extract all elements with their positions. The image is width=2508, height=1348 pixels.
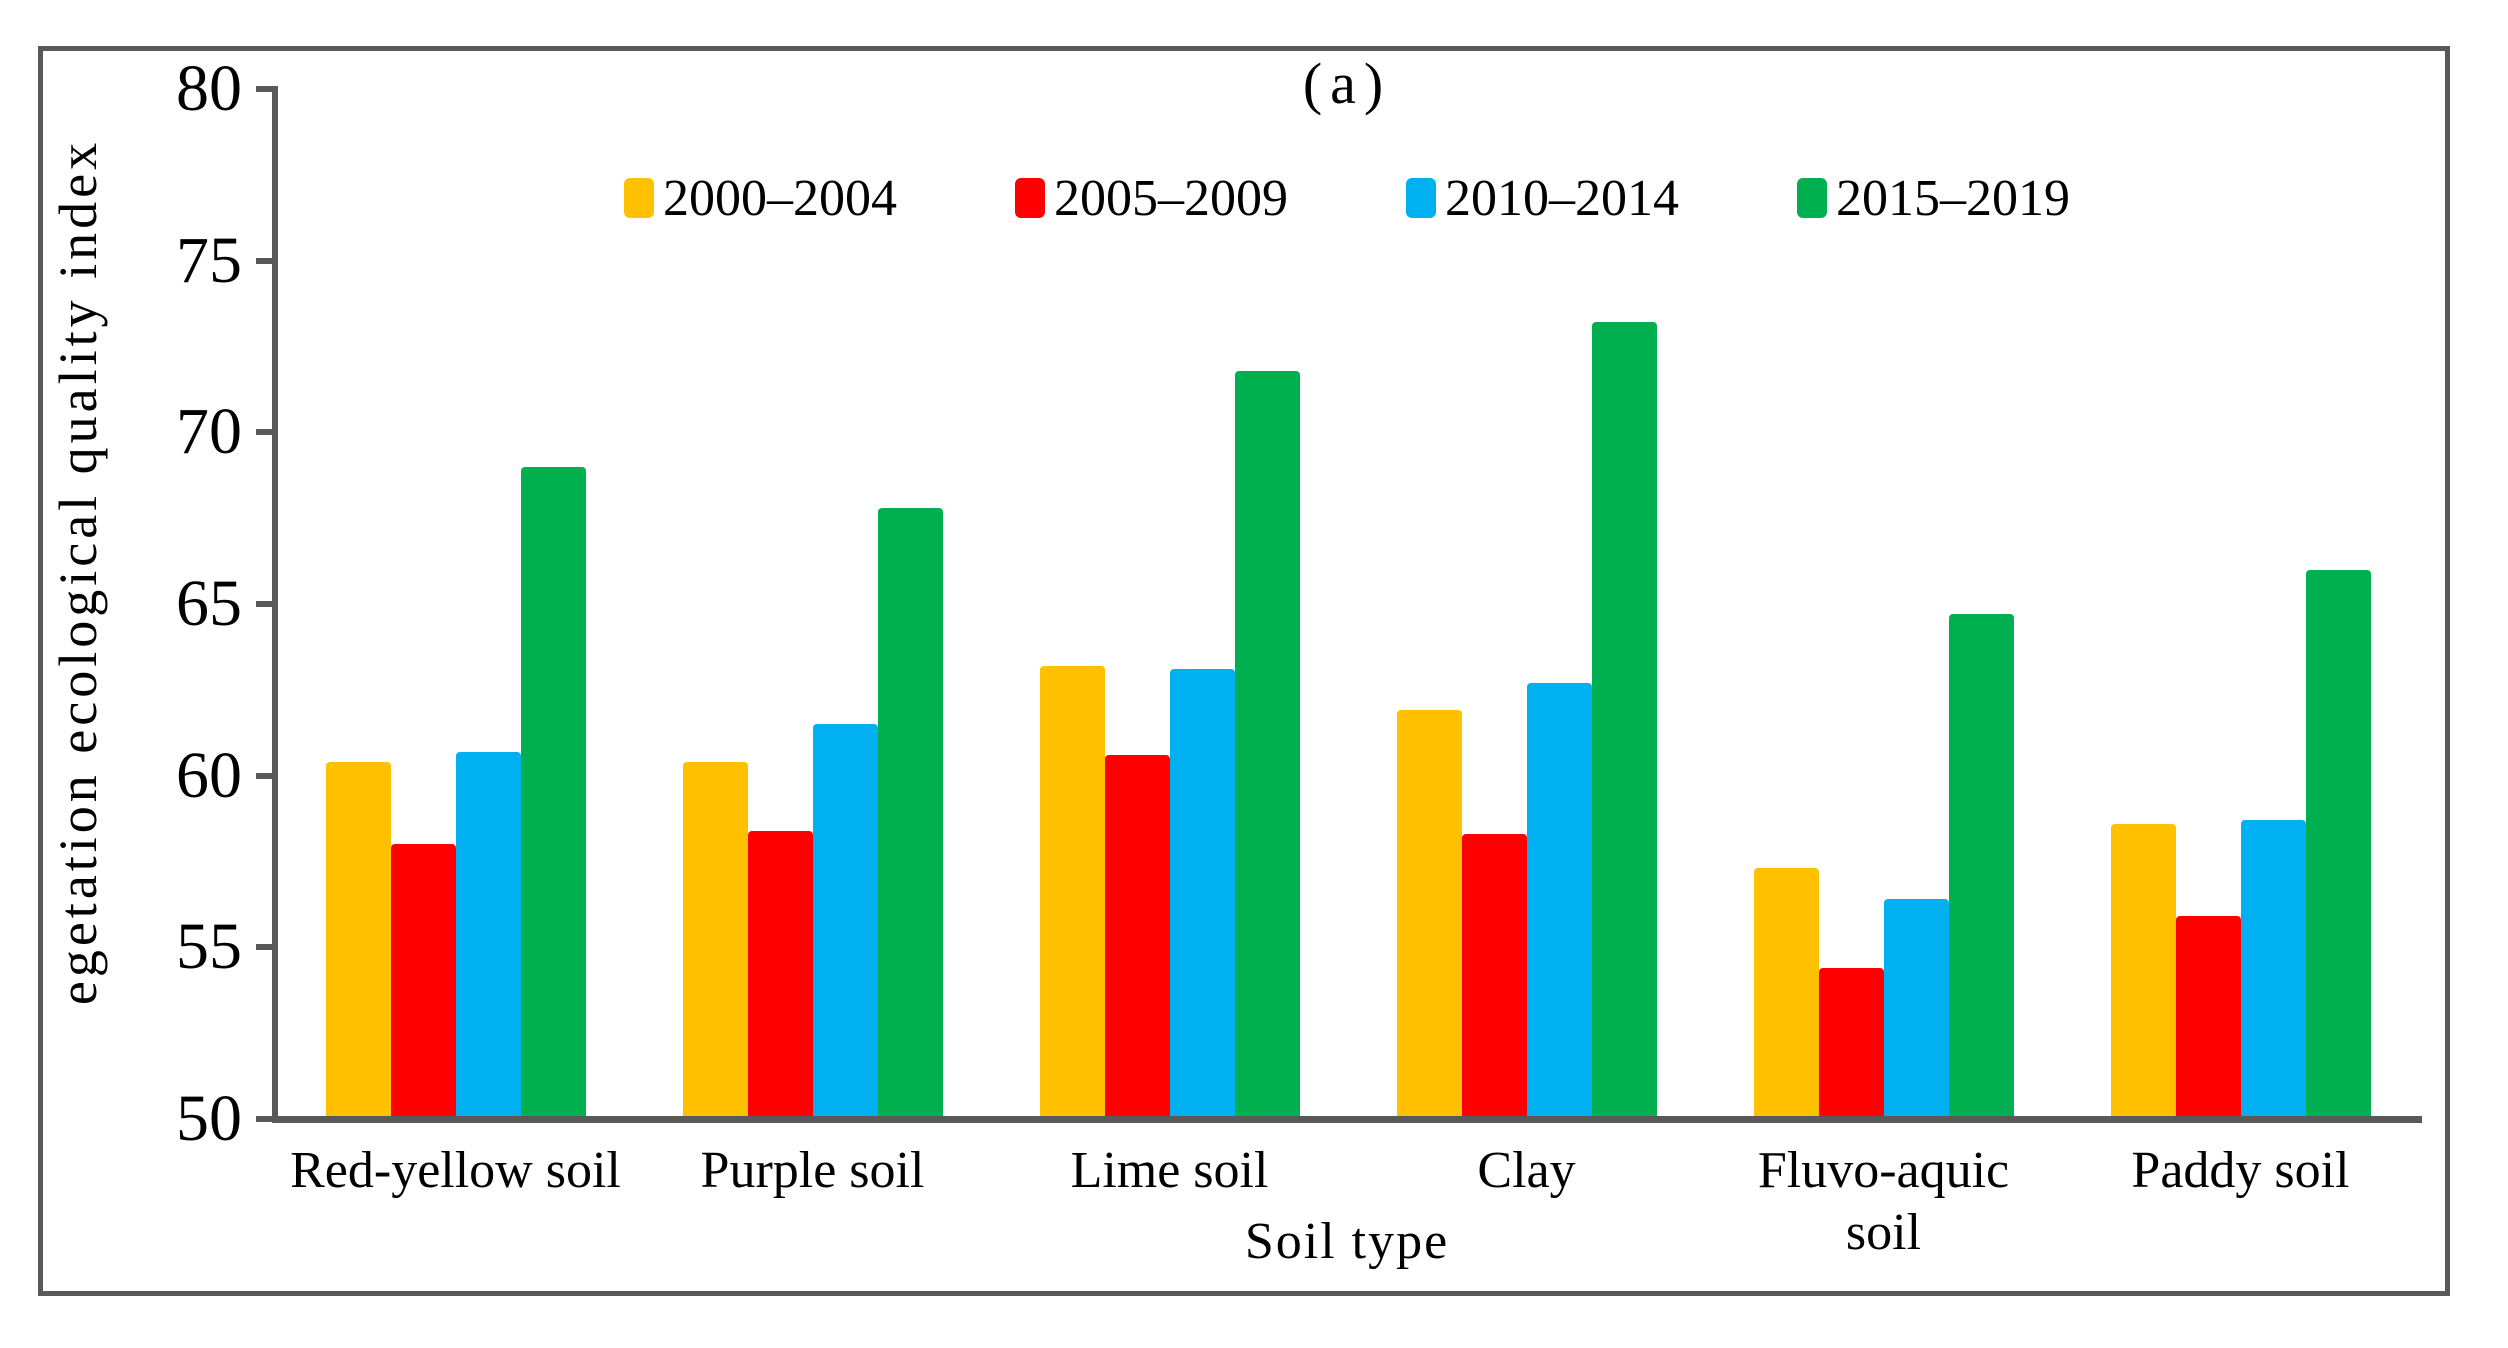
y-tick-mark (256, 86, 277, 92)
y-tick-label: 55 (176, 910, 242, 984)
bar (1105, 755, 1170, 1119)
bar (683, 762, 748, 1119)
legend-label: 2015–2019 (1836, 169, 2070, 227)
x-axis-line (272, 1116, 2422, 1123)
category-label: Red-yellow soil (277, 1140, 634, 1202)
category-label-line: Clay (1477, 1142, 1576, 1199)
bar (456, 752, 521, 1119)
y-tick-mark (256, 772, 277, 779)
legend: 2000–2004 2005–2009 2010–2014 2015–2019 (277, 166, 2417, 230)
panel-title: (a) (1302, 51, 1392, 116)
legend-label: 2010–2014 (1445, 169, 1679, 227)
bar (1949, 614, 2014, 1119)
figure-border (38, 46, 2450, 1296)
bar (1819, 968, 1884, 1119)
y-tick-label: 70 (176, 395, 242, 469)
category-label: Clay (1348, 1140, 1705, 1202)
y-tick-label: 50 (176, 1082, 242, 1155)
bar (1527, 683, 1592, 1119)
bar (521, 467, 586, 1119)
category-label: Fluvo-aquic soil (1705, 1140, 2062, 1264)
bar (391, 844, 456, 1119)
bar (748, 831, 813, 1119)
legend-item: 2000–2004 (624, 169, 897, 228)
x-axis-title: Soil type (1244, 1213, 1450, 1270)
category-label-line: Purple soil (700, 1142, 925, 1199)
bar (2176, 916, 2241, 1119)
category-label: Lime soil (991, 1140, 1348, 1202)
legend-item: 2005–2009 (1015, 169, 1288, 228)
y-tick-label: 65 (176, 567, 242, 640)
y-tick-mark (256, 1116, 277, 1122)
category-label-line: Paddy soil (2131, 1142, 2350, 1199)
y-tick-label: 75 (176, 223, 242, 297)
bar (1592, 322, 1657, 1119)
bar (878, 508, 943, 1119)
legend-swatch (624, 178, 654, 218)
y-tick-label: 60 (176, 738, 242, 812)
y-tick-mark (256, 429, 277, 436)
bar (813, 724, 878, 1119)
category-label-line: Red-yellow soil (290, 1142, 621, 1199)
category-label: Purple soil (634, 1140, 991, 1202)
legend-swatch (1797, 178, 1827, 218)
category-label-line: Fluvo-aquic (1757, 1142, 2010, 1199)
legend-label: 2000–2004 (663, 169, 897, 227)
legend-item: 2015–2019 (1797, 169, 2070, 228)
bar (2306, 570, 2371, 1119)
y-tick-mark (256, 601, 277, 607)
bar (1754, 868, 1819, 1119)
y-tick-label: 80 (176, 52, 242, 125)
bar (1462, 834, 1527, 1119)
category-label-line: Lime soil (1070, 1142, 1269, 1199)
legend-label: 2005–2009 (1054, 169, 1288, 227)
bar (1040, 666, 1105, 1119)
category-label: Paddy soil (2062, 1140, 2419, 1202)
y-tick-mark (256, 257, 277, 264)
bar (326, 762, 391, 1119)
legend-swatch (1015, 178, 1045, 218)
y-tick-mark (256, 944, 277, 951)
bar (2241, 820, 2306, 1119)
bar (2111, 824, 2176, 1119)
bar (1397, 710, 1462, 1119)
bar (1235, 371, 1300, 1119)
legend-swatch (1406, 178, 1436, 218)
legend-item: 2010–2014 (1406, 169, 1679, 228)
category-label-line: soil (1845, 1204, 1922, 1261)
bar (1884, 899, 1949, 1119)
bar (1170, 669, 1235, 1119)
